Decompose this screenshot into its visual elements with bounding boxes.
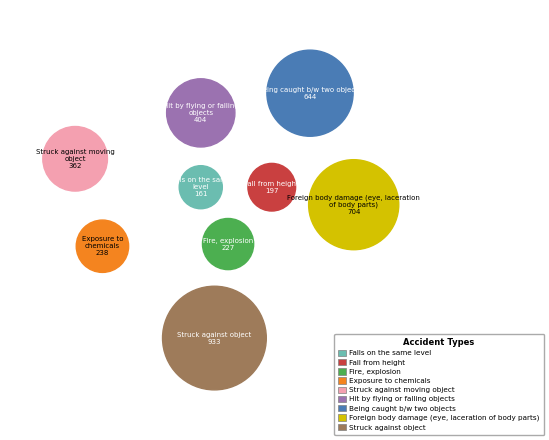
Text: Foreign body damage (eye, laceration
of body parts)
704: Foreign body damage (eye, laceration of … xyxy=(287,194,420,215)
Ellipse shape xyxy=(309,160,399,250)
Text: Hit by flying or falling
objects
404: Hit by flying or falling objects 404 xyxy=(163,103,239,123)
Ellipse shape xyxy=(248,163,295,211)
Text: Exposure to
chemicals
238: Exposure to chemicals 238 xyxy=(82,236,123,256)
Ellipse shape xyxy=(163,286,266,390)
Text: Fire, explosion
227: Fire, explosion 227 xyxy=(203,238,253,250)
Text: Struck against object
933: Struck against object 933 xyxy=(177,332,251,345)
Text: Fall from height
197: Fall from height 197 xyxy=(244,181,299,194)
Ellipse shape xyxy=(179,166,222,209)
Ellipse shape xyxy=(43,127,108,191)
Ellipse shape xyxy=(267,50,353,136)
Legend: Falls on the same level, Fall from height, Fire, explosion, Exposure to chemical: Falls on the same level, Fall from heigh… xyxy=(334,334,544,435)
Text: Falls on the same
level
161: Falls on the same level 161 xyxy=(170,177,231,197)
Text: Being caught b/w two objects
644: Being caught b/w two objects 644 xyxy=(258,87,362,100)
Ellipse shape xyxy=(203,219,254,270)
Ellipse shape xyxy=(76,220,128,272)
Text: Struck against moving
object
362: Struck against moving object 362 xyxy=(36,149,115,169)
Ellipse shape xyxy=(166,79,235,147)
